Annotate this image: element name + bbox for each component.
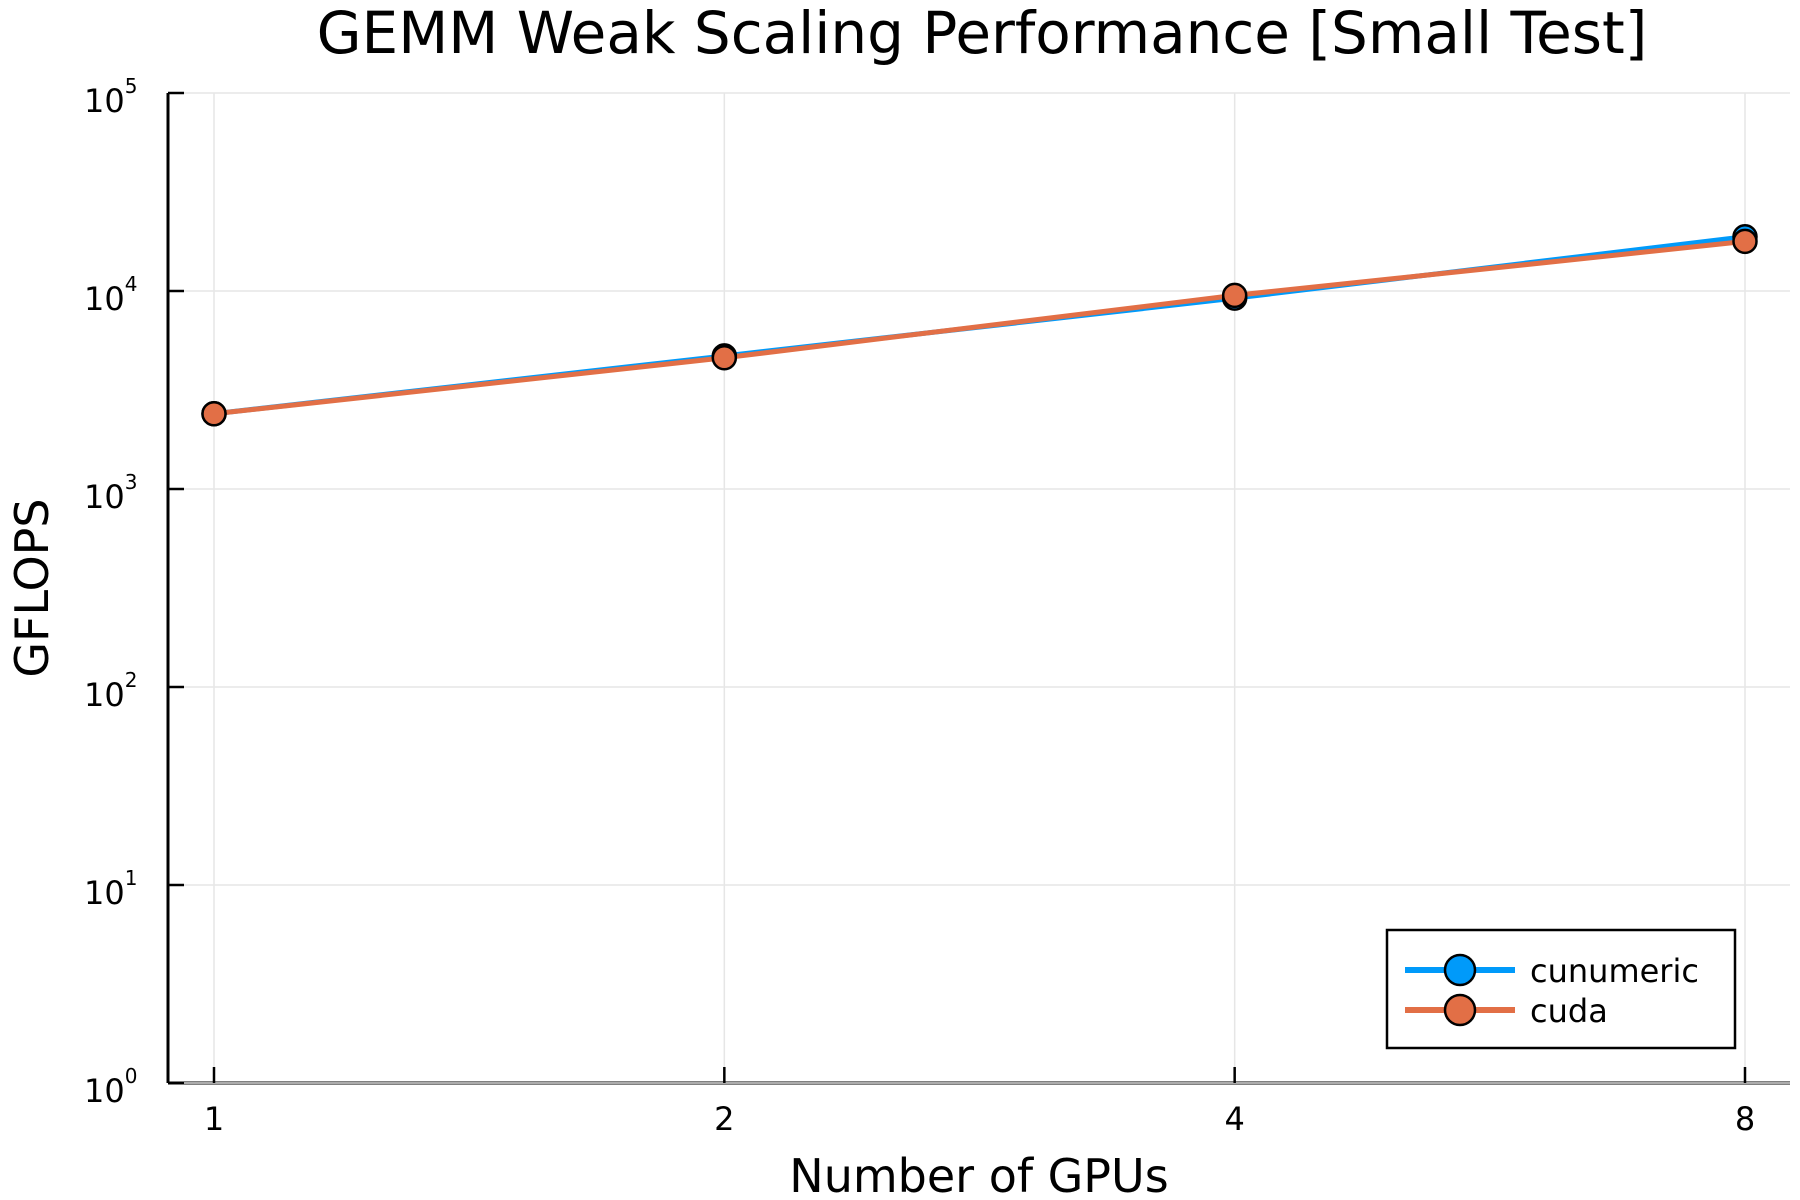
y-axis-label: GFLOPS (5, 498, 59, 677)
legend-marker-cunumeric (1443, 953, 1477, 987)
data-point-cuda (201, 400, 227, 427)
series-line-cuda (213, 238, 1746, 417)
grid (168, 92, 1790, 1084)
legend-label-cunumeric: cunumeric (1530, 952, 1699, 990)
legend-label-cuda: cuda (1530, 992, 1608, 1030)
legend-marker-cuda (1443, 993, 1477, 1027)
legend-box (1385, 928, 1737, 1050)
y-tick-label: 102 (84, 668, 137, 714)
x-tick-label: 1 (204, 1100, 224, 1138)
y-tick-label: 105 (84, 74, 137, 120)
series (201, 223, 1758, 427)
y-tick-label: 101 (84, 866, 137, 912)
data-point-cuda (1732, 228, 1758, 255)
x-tick-label: 4 (1224, 1100, 1244, 1138)
x-tick-label: 2 (714, 1100, 734, 1138)
y-tick-label: 104 (84, 272, 137, 318)
y-tick-label: 103 (84, 470, 137, 516)
chart-title: GEMM Weak Scaling Performance [Small Tes… (317, 0, 1648, 67)
legend: cunumeric cuda (1385, 928, 1737, 1050)
ticks: 1 2 4 8 100 101 102 103 104 105 (84, 74, 1755, 1138)
data-point-cuda (711, 345, 738, 371)
y-tick-label: 100 (84, 1064, 137, 1110)
x-tick-label: 8 (1735, 1100, 1755, 1138)
x-axis-label: Number of GPUs (789, 1149, 1168, 1200)
data-point-cuda (1221, 282, 1248, 309)
